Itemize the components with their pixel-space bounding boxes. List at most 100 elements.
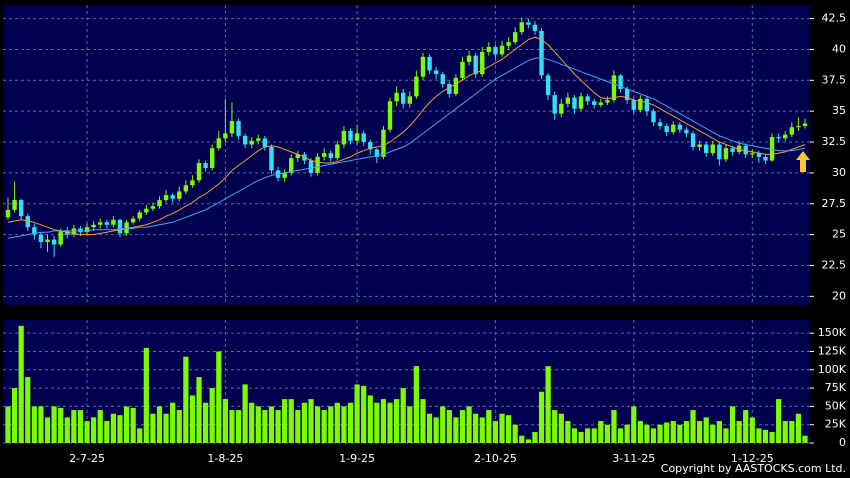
volume-bar: [631, 406, 637, 443]
candle-body: [163, 195, 169, 201]
volume-bar: [18, 325, 24, 443]
candle-body: [18, 200, 24, 217]
candle-body: [348, 130, 353, 141]
y-tick-label: 35: [832, 104, 846, 117]
volume-bar: [710, 424, 716, 443]
candle-body: [38, 234, 44, 243]
volume-bar: [321, 410, 327, 443]
volume-bar: [604, 424, 610, 443]
candle-body: [743, 145, 748, 155]
candle-body: [256, 138, 261, 141]
candle-body: [598, 102, 604, 105]
volume-bar: [255, 406, 261, 443]
y-tick-label: 40: [832, 42, 846, 55]
candle-body: [144, 208, 149, 213]
candle-body: [697, 144, 702, 147]
volume-bar: [545, 366, 551, 443]
volume-bar: [644, 424, 650, 443]
volume-bar: [585, 428, 591, 443]
candle-body: [539, 30, 544, 76]
volume-bar: [670, 421, 676, 443]
volume-bar: [137, 428, 143, 443]
volume-bar: [776, 399, 782, 443]
candle-body: [295, 154, 301, 159]
volume-bar: [697, 421, 703, 443]
volume-bar: [11, 388, 18, 443]
volume-bar: [216, 351, 222, 443]
candle-body: [644, 98, 650, 112]
volume-bar: [235, 410, 242, 443]
y-tick-label: 22.5: [822, 258, 847, 271]
candle-body: [289, 158, 294, 173]
candle-body: [578, 96, 584, 109]
candle-body: [84, 227, 90, 233]
candle-body: [321, 153, 327, 157]
volume-bar: [413, 366, 419, 443]
volume-bar: [268, 406, 275, 443]
candle-body: [308, 160, 314, 173]
volume-bar: [38, 406, 44, 443]
candle-body: [394, 92, 399, 102]
volume-bar: [31, 406, 37, 443]
copyright: Copyright by AASTOCKS.com Ltd.: [661, 462, 846, 475]
candle-body: [631, 100, 636, 110]
volume-bar: [104, 421, 110, 443]
volume-bar: [552, 410, 558, 443]
candle-body: [512, 32, 518, 43]
candle-body: [209, 148, 215, 168]
candle-body: [750, 153, 755, 155]
candle-body: [236, 121, 241, 136]
candle-body: [684, 129, 689, 134]
volume-bar: [598, 421, 604, 443]
y-tick-label: 30: [832, 166, 846, 179]
y-tick-label: 25: [832, 228, 846, 241]
volume-bar: [295, 410, 301, 443]
candle-body: [137, 212, 142, 219]
volume-bar: [374, 402, 380, 443]
x-tick-label: 2-10-25: [474, 452, 517, 465]
volume-bar: [440, 406, 446, 443]
candle-body: [78, 228, 83, 233]
arrow-icon: [796, 151, 810, 172]
moving-average-line: [7, 36, 806, 236]
candle-body: [473, 55, 478, 75]
x-tick-label: 2-7-25: [69, 452, 105, 465]
volume-bar: [558, 413, 564, 443]
candle-body: [117, 219, 123, 234]
candle-body: [420, 56, 426, 77]
candle-body: [453, 77, 459, 94]
y-tick-label: 25K: [825, 418, 847, 431]
candle-body: [177, 191, 182, 199]
candle-body: [618, 75, 623, 89]
volume-bar: [782, 421, 788, 443]
candle-body: [460, 61, 465, 78]
candle-body: [506, 42, 511, 46]
volume-bar: [571, 428, 578, 443]
candle-body: [466, 55, 472, 62]
price-panel: [3, 5, 810, 305]
volume-bar: [170, 402, 176, 443]
volume-bar: [466, 406, 472, 443]
candle-body: [45, 239, 50, 243]
candle-body: [493, 46, 498, 55]
candle-body: [203, 163, 208, 168]
y-tick-label: 27.5: [822, 197, 847, 210]
candle-body: [124, 222, 129, 234]
candle-body: [796, 125, 801, 128]
volume-bar: [433, 417, 439, 443]
candle-body: [519, 22, 524, 33]
volume-bar: [519, 435, 525, 443]
y-tick-label: 150K: [818, 326, 847, 339]
candle-body: [717, 144, 722, 160]
candle-body: [401, 92, 406, 104]
volume-bar: [690, 410, 696, 443]
volume-bar: [275, 410, 281, 443]
candle-body: [374, 149, 380, 157]
volume-bar: [657, 424, 663, 443]
candle-body: [104, 222, 110, 225]
candle-body: [657, 122, 663, 126]
candle-body: [756, 153, 762, 157]
volume-bar: [505, 415, 512, 443]
candle-body: [677, 124, 683, 130]
candle-body: [486, 46, 492, 52]
